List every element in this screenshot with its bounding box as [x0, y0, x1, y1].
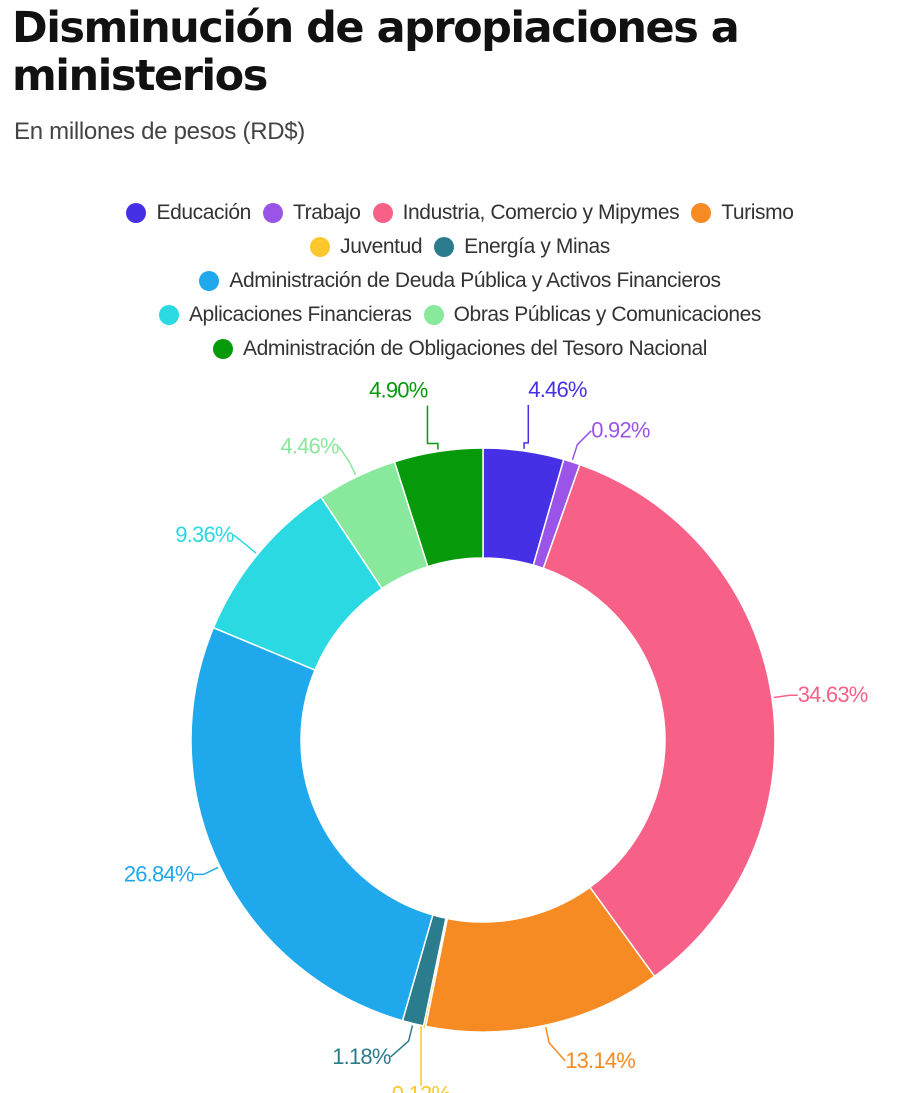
label-connector [426, 405, 439, 450]
legend-item[interactable]: Juventud [310, 235, 423, 259]
legend-label: Administración de Obligaciones del Tesor… [242, 337, 708, 360]
legend-label: Energía y Minas [464, 235, 610, 258]
donut-slice[interactable] [393, 447, 484, 568]
donut-slice[interactable] [190, 626, 434, 1022]
label-connector [233, 534, 257, 554]
legend-swatch-icon [372, 203, 393, 223]
legend-row: Juventud Energía y Minas [304, 230, 616, 264]
legend-swatch-icon [212, 339, 233, 359]
data-label: 9.36% [175, 522, 234, 547]
data-label: 0.12% [392, 1082, 451, 1093]
legend-label: Juventud [340, 235, 423, 258]
data-label: 4.46% [528, 380, 587, 402]
legend-item[interactable]: Aplicaciones Financieras [158, 303, 412, 327]
label-connector [773, 694, 798, 699]
donut-chart: 4.46%0.92%34.63%13.14%0.12%1.18%26.84%9.… [124, 380, 869, 1093]
legend-row: Administración de Obligaciones del Tesor… [207, 332, 713, 366]
label-connector [390, 1025, 414, 1058]
legend-row: Aplicaciones Financieras Obras Públicas y… [153, 298, 767, 332]
data-label: 4.46% [280, 434, 339, 459]
legend-item[interactable]: Administración de Deuda Pública y Activo… [199, 269, 721, 293]
legend-label: Administración de Deuda Pública y Activo… [229, 269, 721, 292]
data-label: 0.92% [591, 418, 650, 443]
data-label: 34.63% [798, 682, 868, 707]
data-label: 13.14% [565, 1048, 635, 1073]
label-connector [523, 405, 530, 449]
legend-row: Educación Trabajo Industria, Comercio y Mi… [120, 196, 799, 230]
legend-item[interactable]: Turismo [691, 201, 794, 225]
legend-label: Educación [156, 201, 251, 224]
legend-swatch-icon [126, 203, 147, 223]
label-connector [420, 1021, 425, 1086]
legend-label: Industria, Comercio y Mipymes [402, 201, 680, 224]
legend-item[interactable]: Industria, Comercio y Mipymes [372, 201, 680, 225]
legend-row: Administración de Deuda Pública y Activo… [193, 264, 726, 298]
legend-item[interactable]: Energía y Minas [434, 235, 610, 259]
legend: Educación Trabajo Industria, Comercio y Mi… [40, 196, 880, 366]
label-connector [193, 866, 219, 876]
legend-item[interactable]: Educación [126, 201, 251, 225]
legend-swatch-icon [199, 271, 220, 291]
legend-swatch-icon [691, 203, 712, 223]
legend-label: Trabajo [292, 201, 361, 224]
legend-label: Turismo [721, 201, 794, 224]
legend-item[interactable]: Obras Públicas y Comunicaciones [423, 303, 762, 327]
chart-title: Disminución de apropiaciones a ministeri… [12, 3, 740, 101]
legend-swatch-icon [158, 305, 179, 325]
label-connector [545, 1027, 566, 1062]
data-label: 1.18% [332, 1044, 391, 1069]
label-connector [338, 446, 357, 476]
legend-label: Obras Públicas y Comunicaciones [453, 303, 762, 326]
chart-subtitle: En millones de pesos (RD$) [14, 118, 305, 145]
label-connector [571, 430, 592, 461]
legend-swatch-icon [310, 237, 331, 257]
data-label: 4.90% [369, 380, 428, 403]
legend-swatch-icon [262, 203, 283, 223]
legend-item[interactable]: Trabajo [262, 201, 361, 225]
legend-swatch-icon [434, 237, 455, 257]
legend-swatch-icon [423, 305, 444, 325]
legend-item[interactable]: Administración de Obligaciones del Tesor… [212, 337, 708, 361]
data-label: 26.84% [124, 861, 194, 886]
donut-slice[interactable] [542, 463, 776, 978]
legend-label: Aplicaciones Financieras [188, 303, 412, 326]
